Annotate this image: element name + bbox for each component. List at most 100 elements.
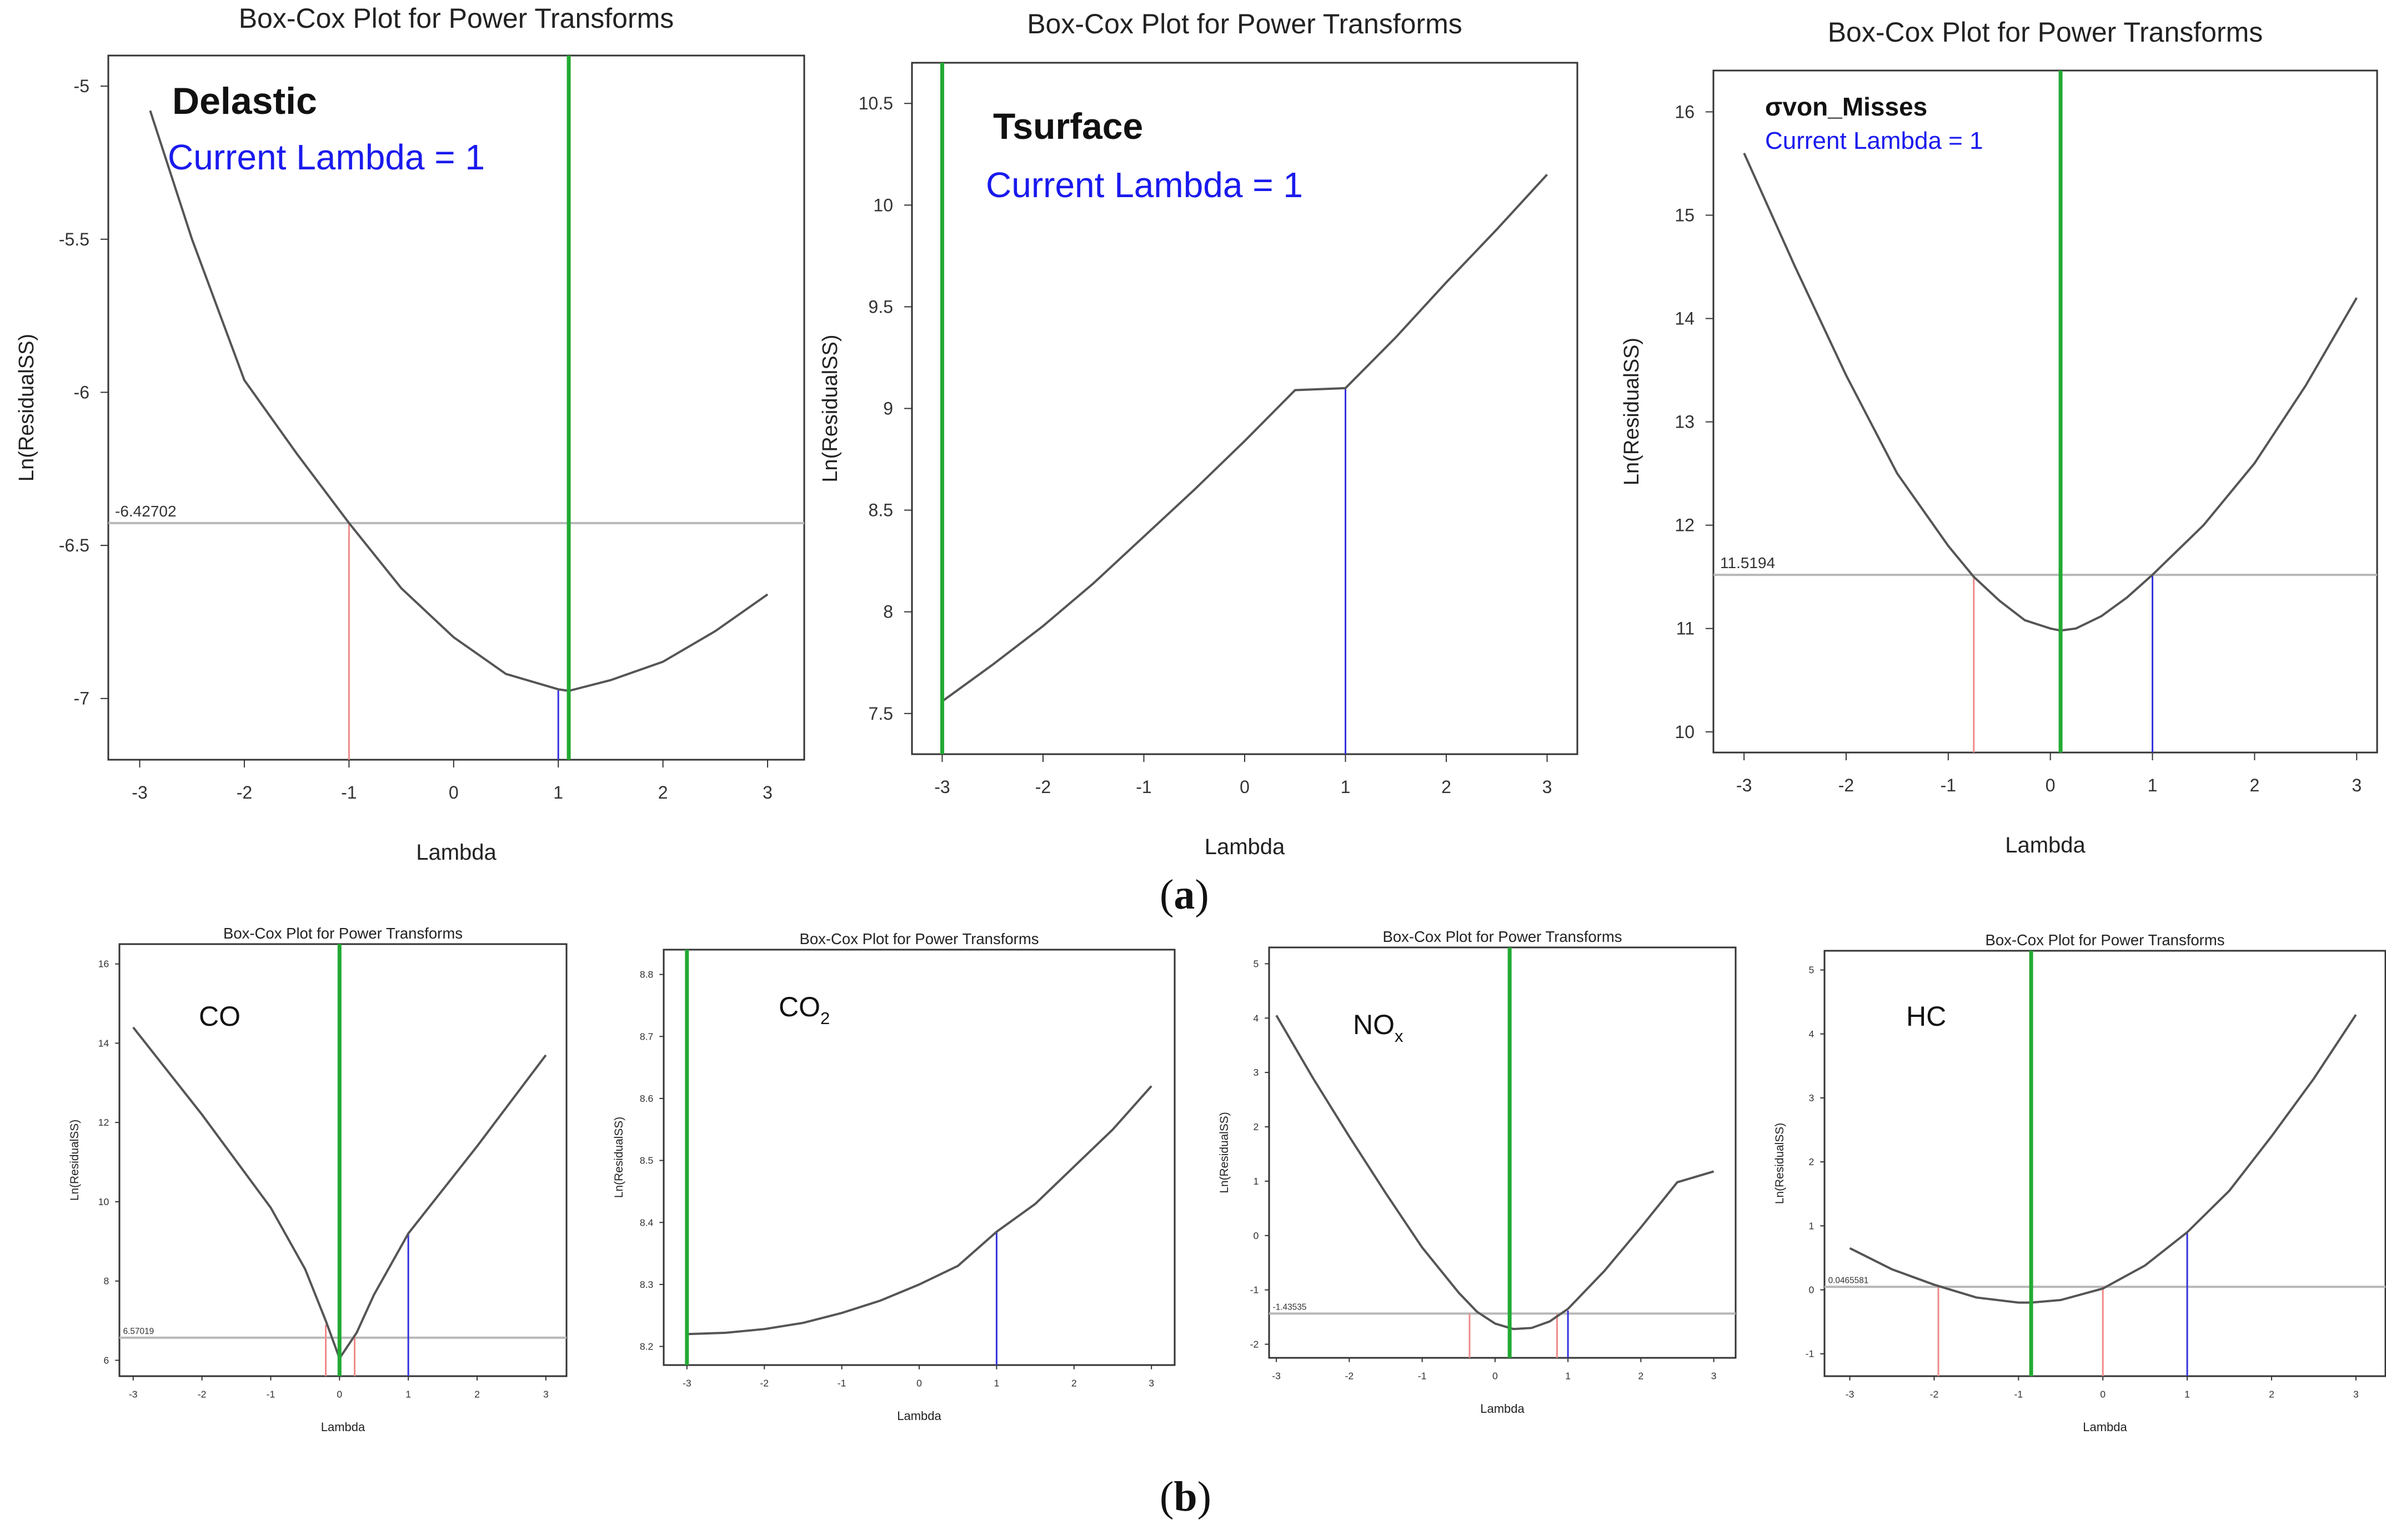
chart-5: Box-Cox Plot for Power Transforms -3 -2 -1 0… xyxy=(613,930,1176,1423)
x-tick-label: 2 xyxy=(1638,1371,1643,1382)
x-tick-label: -1 xyxy=(838,1378,846,1389)
x-tick-label: -3 xyxy=(1272,1371,1281,1382)
y-tick-label: -5 xyxy=(74,76,89,96)
reference-value-label: 11.5194 xyxy=(1720,554,1775,571)
x-tick-label: 0 xyxy=(916,1378,922,1389)
caption-b-letter: b xyxy=(1174,1473,1197,1520)
y-tick-label: 9.5 xyxy=(869,297,893,317)
x-axis-label: Lambda xyxy=(2005,833,2086,857)
y-tick-label: 9 xyxy=(883,399,893,419)
y-tick-label: 13 xyxy=(1675,412,1695,432)
y-tick-label: 3 xyxy=(1809,1092,1814,1103)
x-axis-label: Lambda xyxy=(1205,835,1285,859)
y-tick-label: -5.5 xyxy=(59,229,89,249)
x-tick-label: -2 xyxy=(1838,775,1854,795)
x-tick-label: 1 xyxy=(1341,777,1351,797)
current-lambda-label: Current Lambda = 1 xyxy=(168,137,485,177)
x-tick-label: -2 xyxy=(760,1378,769,1389)
x-axis-label: Lambda xyxy=(2083,1420,2127,1434)
x-tick-label: -3 xyxy=(1846,1389,1854,1400)
x-tick-label: 3 xyxy=(543,1389,549,1400)
chart-title: Box-Cox Plot for Power Transforms xyxy=(1828,17,2263,48)
y-tick-label: 8 xyxy=(104,1276,109,1287)
y-tick-label: -7 xyxy=(74,689,89,709)
y-tick-label: 8.5 xyxy=(640,1155,654,1166)
plot-frame xyxy=(107,54,805,761)
x-tick-label: -2 xyxy=(1035,777,1051,797)
y-tick-label: 3 xyxy=(1254,1067,1259,1078)
x-tick-label: 1 xyxy=(2184,1389,2190,1400)
y-tick-label: 8.6 xyxy=(640,1093,654,1104)
x-tick-label: -1 xyxy=(1418,1371,1427,1382)
current-lambda-label: Current Lambda = 1 xyxy=(986,165,1303,205)
x-tick-label: 1 xyxy=(1565,1371,1571,1382)
residual-ss-curve xyxy=(941,174,1548,703)
x-tick-label: -2 xyxy=(198,1389,207,1400)
y-tick-label: 12 xyxy=(1675,515,1695,535)
plot-frame xyxy=(1268,946,1737,1359)
residual-ss-curve xyxy=(1275,1015,1715,1331)
y-tick-label: 10.5 xyxy=(859,93,893,113)
y-tick-label: -2 xyxy=(1250,1339,1259,1350)
response-label: HC xyxy=(1906,1001,1946,1032)
y-tick-label: 8 xyxy=(883,602,893,622)
chart-title: Box-Cox Plot for Power Transforms xyxy=(239,3,674,34)
y-tick-label: 15 xyxy=(1675,205,1695,225)
x-tick-label: -1 xyxy=(1136,777,1151,797)
chart-2: Box-Cox Plot for Power Transforms -3 -2 -1 0… xyxy=(819,8,1578,859)
x-axis-label: Lambda xyxy=(1480,1402,1525,1416)
reference-value-label: -1.43535 xyxy=(1273,1303,1307,1312)
y-tick-label: 0 xyxy=(1809,1285,1814,1296)
x-tick-label: 1 xyxy=(553,782,563,802)
y-tick-label: 14 xyxy=(98,1037,109,1049)
x-tick-label: -2 xyxy=(237,782,252,802)
y-axis-label: Ln(ResidualSS) xyxy=(15,334,38,481)
chart-3: Box-Cox Plot for Power Transforms -3 -2 -1 0… xyxy=(1620,17,2378,857)
x-tick-label: 2 xyxy=(658,782,668,802)
x-tick-label: 2 xyxy=(1071,1378,1077,1389)
response-label: Tsurface xyxy=(993,106,1143,147)
plot-frame xyxy=(118,943,568,1377)
y-tick-label: -6 xyxy=(74,382,89,402)
x-tick-label: 2 xyxy=(474,1389,480,1400)
response-label: CO2 xyxy=(779,991,830,1028)
x-tick-label: 3 xyxy=(2352,775,2362,795)
x-tick-label: 2 xyxy=(2249,775,2259,795)
y-tick-label: 16 xyxy=(1675,102,1695,122)
y-tick-label: 4 xyxy=(1809,1029,1814,1040)
y-tick-label: -6.5 xyxy=(59,535,89,555)
residual-ss-curve xyxy=(1743,152,2358,632)
chart-4: Box-Cox Plot for Power Transforms -3 -2 -1 0… xyxy=(68,925,568,1434)
x-tick-label: -1 xyxy=(1941,775,1956,795)
reference-value-label: -6.42702 xyxy=(115,503,177,520)
chart-title: Box-Cox Plot for Power Transforms xyxy=(800,930,1039,947)
y-tick-label: 8.4 xyxy=(640,1217,654,1228)
y-tick-label: 14 xyxy=(1675,309,1695,329)
y-axis-label: Ln(ResidualSS) xyxy=(613,1117,625,1198)
x-tick-label: 3 xyxy=(1542,777,1552,797)
x-tick-label: 1 xyxy=(2148,775,2158,795)
y-axis-label: Ln(ResidualSS) xyxy=(1620,338,1643,485)
plot-frame xyxy=(663,949,1176,1366)
response-label: σvon_Misses xyxy=(1765,92,1927,121)
y-tick-label: 6 xyxy=(104,1355,109,1366)
y-tick-label: 7.5 xyxy=(869,704,893,724)
x-tick-label: 3 xyxy=(1149,1378,1154,1389)
chart-1: Box-Cox Plot for Power Transforms -3 -2 -1 0… xyxy=(15,3,805,865)
response-label: NOx xyxy=(1353,1009,1403,1046)
y-tick-label: 1 xyxy=(1254,1176,1259,1187)
x-axis-label: Lambda xyxy=(416,840,497,865)
x-tick-label: 1 xyxy=(405,1389,411,1400)
y-tick-label: 5 xyxy=(1254,958,1259,969)
y-axis-label: Ln(ResidualSS) xyxy=(1218,1112,1231,1193)
x-tick-label: -2 xyxy=(1930,1389,1939,1400)
x-tick-label: 0 xyxy=(449,782,459,802)
x-tick-label: 3 xyxy=(2353,1389,2359,1400)
reference-value-label: 6.57019 xyxy=(123,1327,154,1336)
y-tick-label: 2 xyxy=(1809,1156,1814,1167)
y-tick-label: -1 xyxy=(1806,1348,1814,1360)
response-subscript: x xyxy=(1395,1026,1403,1046)
y-tick-label: 0 xyxy=(1254,1230,1259,1241)
y-tick-label: 10 xyxy=(1675,722,1695,742)
